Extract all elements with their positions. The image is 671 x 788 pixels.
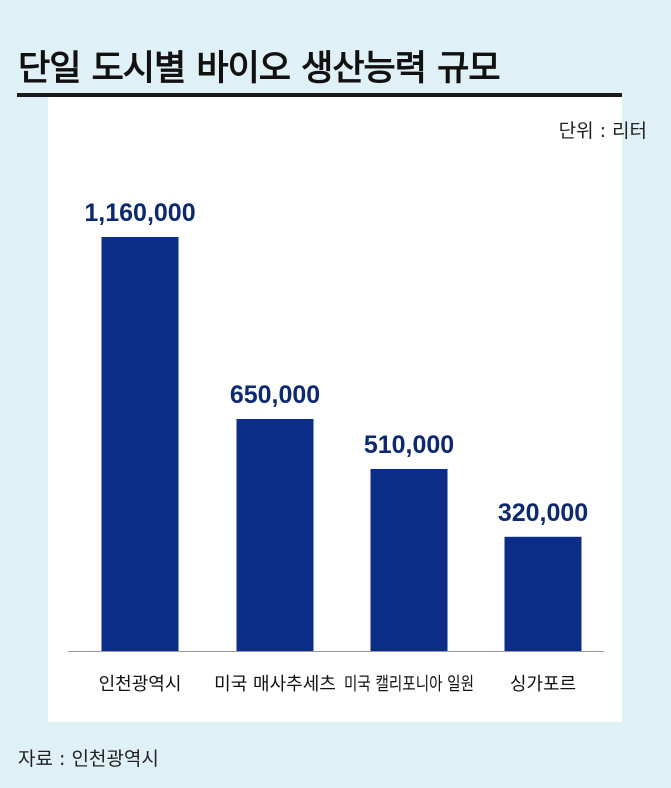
title-rule <box>17 93 622 97</box>
bar-value-label-2: 650,000 <box>230 381 320 409</box>
category-label-4: 싱가포르 <box>510 674 576 695</box>
bar-value-label-4: 320,000 <box>498 499 588 527</box>
value-labels-group: 1,160,000 650,000 510,000 320,000 <box>84 199 588 527</box>
bar-3 <box>370 468 448 651</box>
category-label-1: 인천광역시 <box>99 674 182 695</box>
category-labels-group: 인천광역시 미국 매사추세츠 미국 캘리포니아 일원 싱가포르 <box>99 674 577 695</box>
bar-2 <box>236 419 314 651</box>
bar-value-label-1: 1,160,000 <box>84 199 195 227</box>
source-note: 자료 : 인천광역시 <box>18 748 159 770</box>
category-label-3: 미국 캘리포니아 일원 <box>344 674 474 695</box>
unit-label: 단위 : 리터 <box>558 120 647 142</box>
bar-value-label-3: 510,000 <box>364 431 454 459</box>
page-title: 단일 도시별 바이오 생산능력 규모 <box>18 49 501 89</box>
bars-group <box>101 237 582 651</box>
category-label-2: 미국 매사추세츠 <box>214 674 336 695</box>
bar-1 <box>101 237 179 651</box>
bar-4 <box>504 536 582 651</box>
